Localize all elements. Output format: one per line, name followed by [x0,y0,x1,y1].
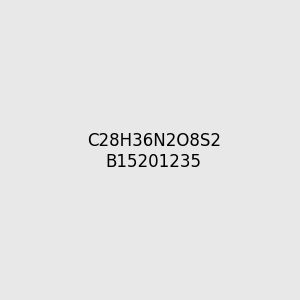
Text: C28H36N2O8S2
B15201235: C28H36N2O8S2 B15201235 [87,132,221,171]
